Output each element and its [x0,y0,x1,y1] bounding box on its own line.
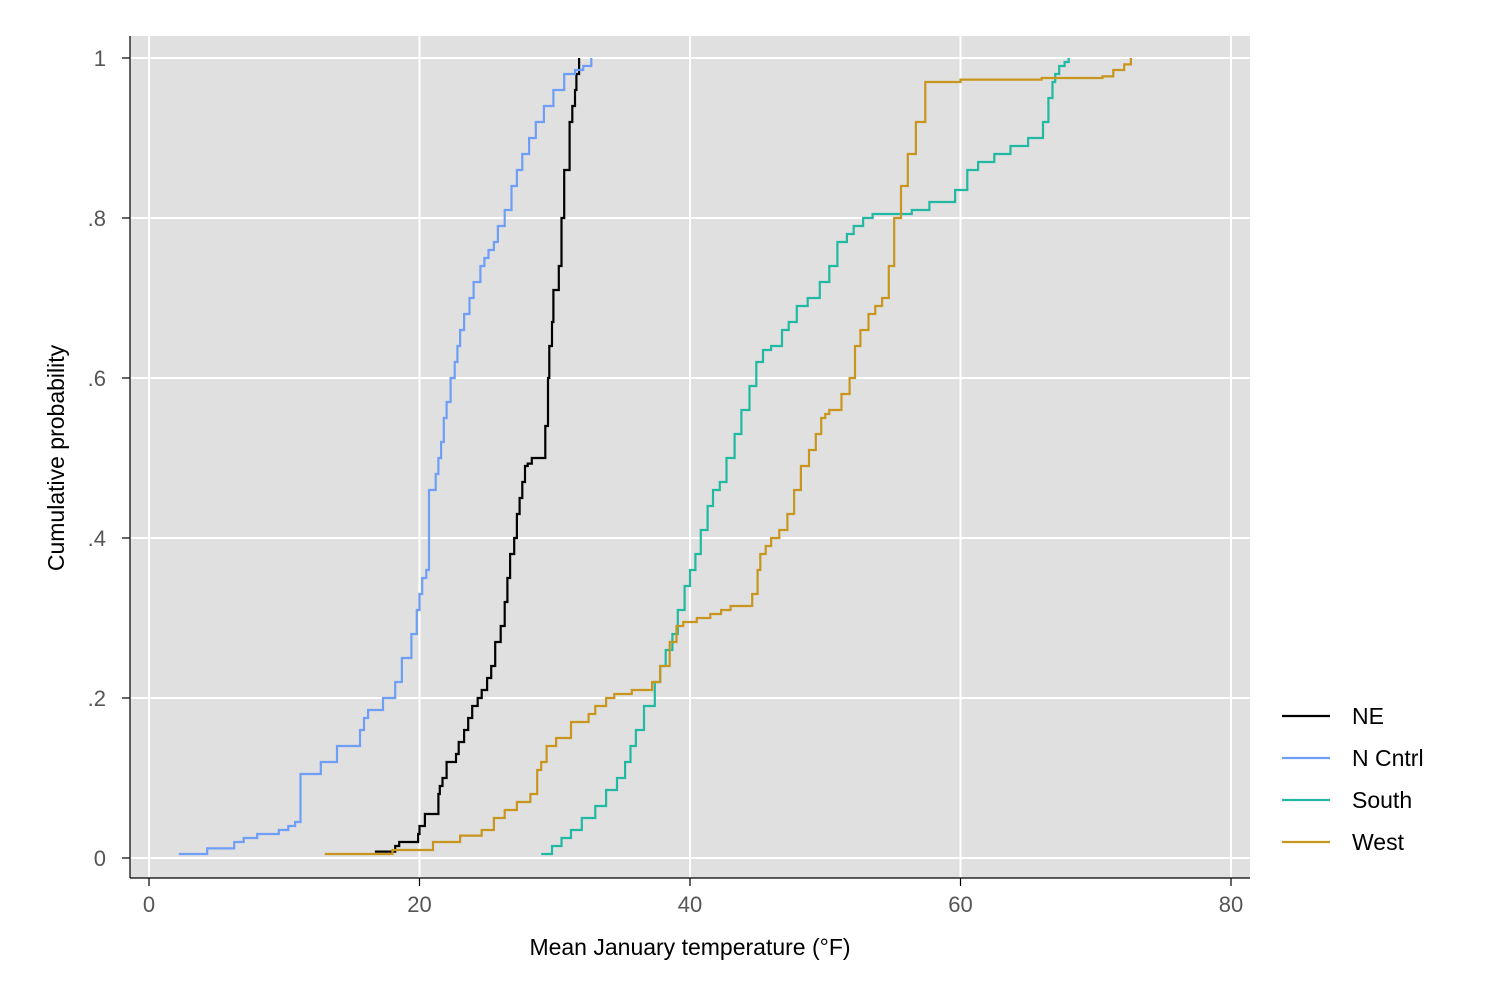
y-axis-title: Cumulative probability [43,344,69,571]
grid [130,36,1250,878]
y-tick-label: .6 [88,366,106,391]
series-lines [178,58,1132,856]
legend-label: South [1352,787,1412,813]
axes: 0 20 40 60 80 0 .2 .4 .6 .8 1 [88,36,1250,917]
y-tick-label: 0 [94,846,106,871]
y-tick-label: .8 [88,206,106,231]
legend-label: NE [1352,703,1384,729]
x-tick-label: 80 [1219,892,1243,917]
legend: NE N Cntrl South West [1282,703,1424,855]
series-line-ne [374,58,581,853]
legend-label: N Cntrl [1352,745,1424,771]
x-tick-label: 0 [143,892,155,917]
y-tick-label: .4 [88,526,106,551]
x-tick-label: 40 [678,892,702,917]
x-tick-label: 20 [407,892,431,917]
x-tick-label: 60 [948,892,972,917]
x-axis-title: Mean January temperature (°F) [529,934,850,960]
series-line-south [541,58,1070,856]
y-tick-label: .2 [88,686,106,711]
series-line-west [324,58,1132,856]
series-line-n-cntrl [178,58,593,856]
legend-label: West [1352,829,1405,855]
y-tick-label: 1 [94,46,106,71]
